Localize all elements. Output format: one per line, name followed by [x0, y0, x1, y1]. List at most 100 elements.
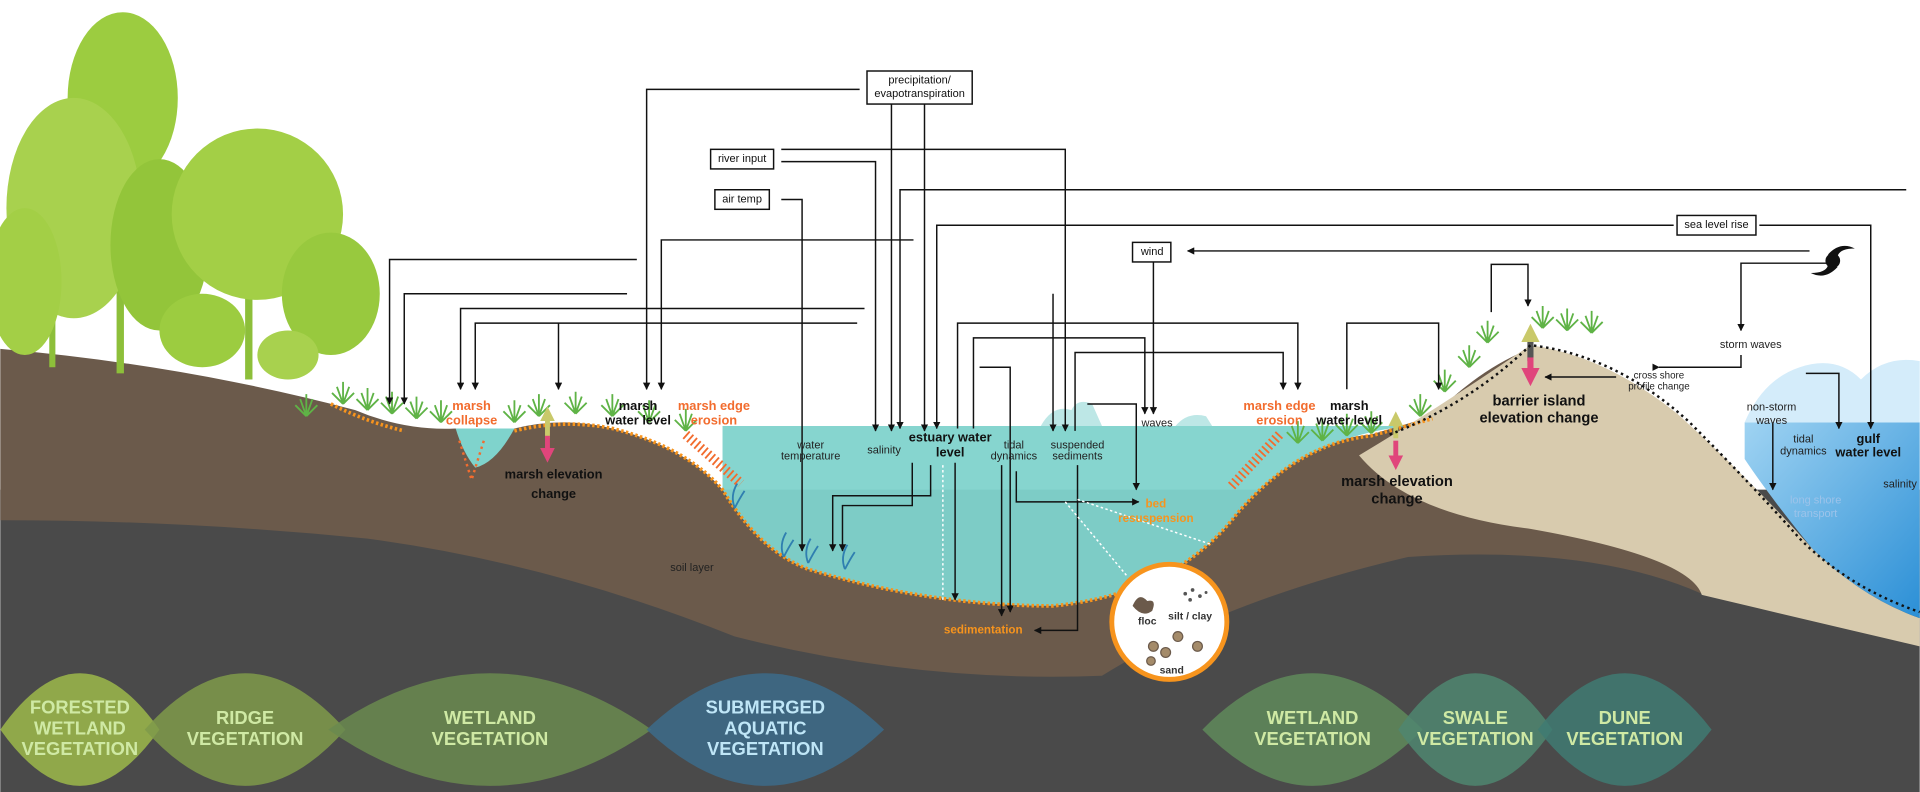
process-label: bed: [1146, 497, 1167, 510]
grass-tuft: [294, 394, 318, 417]
grass-tuft: [1555, 308, 1579, 332]
zone-label: VEGETATION: [22, 738, 139, 759]
process-label: tidal: [1004, 439, 1024, 451]
driver-box: sea level rise: [1676, 214, 1757, 236]
grass-tuft: [1531, 306, 1555, 329]
grass-tuft: [527, 394, 551, 417]
process-label: resuspension: [1118, 512, 1193, 525]
process-label: marsh elevation: [505, 466, 603, 481]
driver-label: river input: [718, 153, 766, 165]
zone-label: SWALE: [1443, 707, 1508, 728]
driver-frame: [1131, 241, 1172, 263]
zone-shape: [646, 673, 885, 786]
grass-tuft: [404, 396, 429, 420]
grass-tuft: [1408, 394, 1432, 417]
driver-box: precipitation/evapotranspiration: [866, 70, 973, 105]
seagrass: [842, 544, 856, 570]
sediment-label: silt / clay: [1168, 612, 1212, 623]
zone-shape: [1398, 673, 1553, 786]
process-label: estuary water: [909, 430, 992, 445]
grass-tuft: [1310, 418, 1335, 442]
zone-shape: [1202, 673, 1423, 786]
process-label: storm waves: [1720, 339, 1782, 351]
driver-box: river input: [709, 148, 775, 170]
seagrass: [731, 483, 746, 509]
labels: precipitation/evapotranspiration river in…: [22, 70, 1917, 759]
sediment-line: [329, 402, 1434, 608]
zone-label: VEGETATION: [432, 728, 549, 749]
process-label: salinity: [1883, 479, 1917, 491]
zone-label: VEGETATION: [1566, 728, 1683, 749]
process-label: tidal: [1793, 433, 1813, 445]
grass-tuft: [429, 400, 453, 423]
process-label: sedimentation: [944, 623, 1023, 636]
process-label: gulf: [1857, 431, 1881, 446]
zone-label: VEGETATION: [1417, 728, 1534, 749]
process-label: level: [936, 444, 965, 459]
grass-tuft: [1457, 345, 1481, 368]
process-label: waves: [1140, 417, 1173, 429]
zone-label: VEGETATION: [187, 728, 304, 749]
process-label: marsh: [452, 398, 491, 413]
process-label: water level: [1834, 444, 1901, 459]
trees: [0, 12, 380, 380]
grass-tuft: [331, 381, 355, 405]
driver-box: wind: [1131, 241, 1172, 263]
hurricane-icon: [1810, 245, 1855, 276]
grass-tuft: [502, 400, 527, 423]
zone-shapes: [0, 673, 1712, 786]
zone-label: RIDGE: [216, 707, 274, 728]
zone-shape: [144, 673, 346, 786]
driver-frame: [1676, 214, 1757, 236]
process-label: erosion: [1256, 412, 1303, 427]
grass-tuft: [600, 394, 625, 417]
zone-shape: [0, 673, 160, 786]
sediment-inset: [1109, 561, 1230, 682]
driver-frame: [709, 148, 775, 170]
zone-label: SUBMERGED: [706, 697, 825, 718]
estuary-water: [722, 425, 1409, 606]
process-label: long shore: [1790, 495, 1841, 507]
zone-label: AQUATIC: [724, 717, 806, 738]
zone-label: WETLAND: [444, 707, 536, 728]
elevation-arrows: [458, 323, 1920, 614]
driver-label: air temp: [722, 193, 762, 205]
marsh-pool: [455, 428, 515, 468]
process-label: water: [796, 439, 824, 451]
process-label: marsh edge: [1243, 398, 1315, 413]
process-label: sediments: [1052, 450, 1103, 462]
zone-label: WETLAND: [1267, 707, 1359, 728]
grass-tuft: [1433, 369, 1457, 393]
process-label: suspended: [1051, 439, 1105, 451]
grass-tuft: [1335, 413, 1359, 437]
gulf-water: [1744, 422, 1920, 619]
process-label: erosion: [691, 412, 738, 427]
process-label: non-storm: [1747, 402, 1797, 414]
sand: [1359, 345, 1920, 647]
driver-label: evapotranspiration: [874, 88, 965, 100]
process-label: marsh elevation: [1341, 474, 1453, 490]
process-label: marsh: [619, 398, 658, 413]
zone-label: FORESTED: [30, 697, 130, 718]
driver-frame: [866, 70, 973, 105]
soil-label: soil layer: [670, 562, 714, 574]
process-label: collapse: [446, 412, 497, 427]
grass-tuft: [1579, 310, 1604, 334]
sediment-label: floc: [1138, 617, 1157, 628]
seagrass: [805, 538, 819, 564]
driver-frame: [714, 189, 771, 211]
process-label: barrier island: [1493, 393, 1586, 409]
zone-shape: [328, 673, 652, 786]
grass-tuft: [1359, 411, 1383, 434]
process-label: cross shore: [1634, 370, 1685, 381]
process-label: salinity: [867, 444, 901, 456]
grass-tuft: [674, 408, 698, 432]
process-label: dynamics: [1780, 446, 1827, 458]
grass-tuft: [637, 400, 661, 423]
grass-tuft: [355, 388, 380, 411]
grass-tuft: [380, 391, 404, 415]
process-label: marsh: [1330, 398, 1369, 413]
